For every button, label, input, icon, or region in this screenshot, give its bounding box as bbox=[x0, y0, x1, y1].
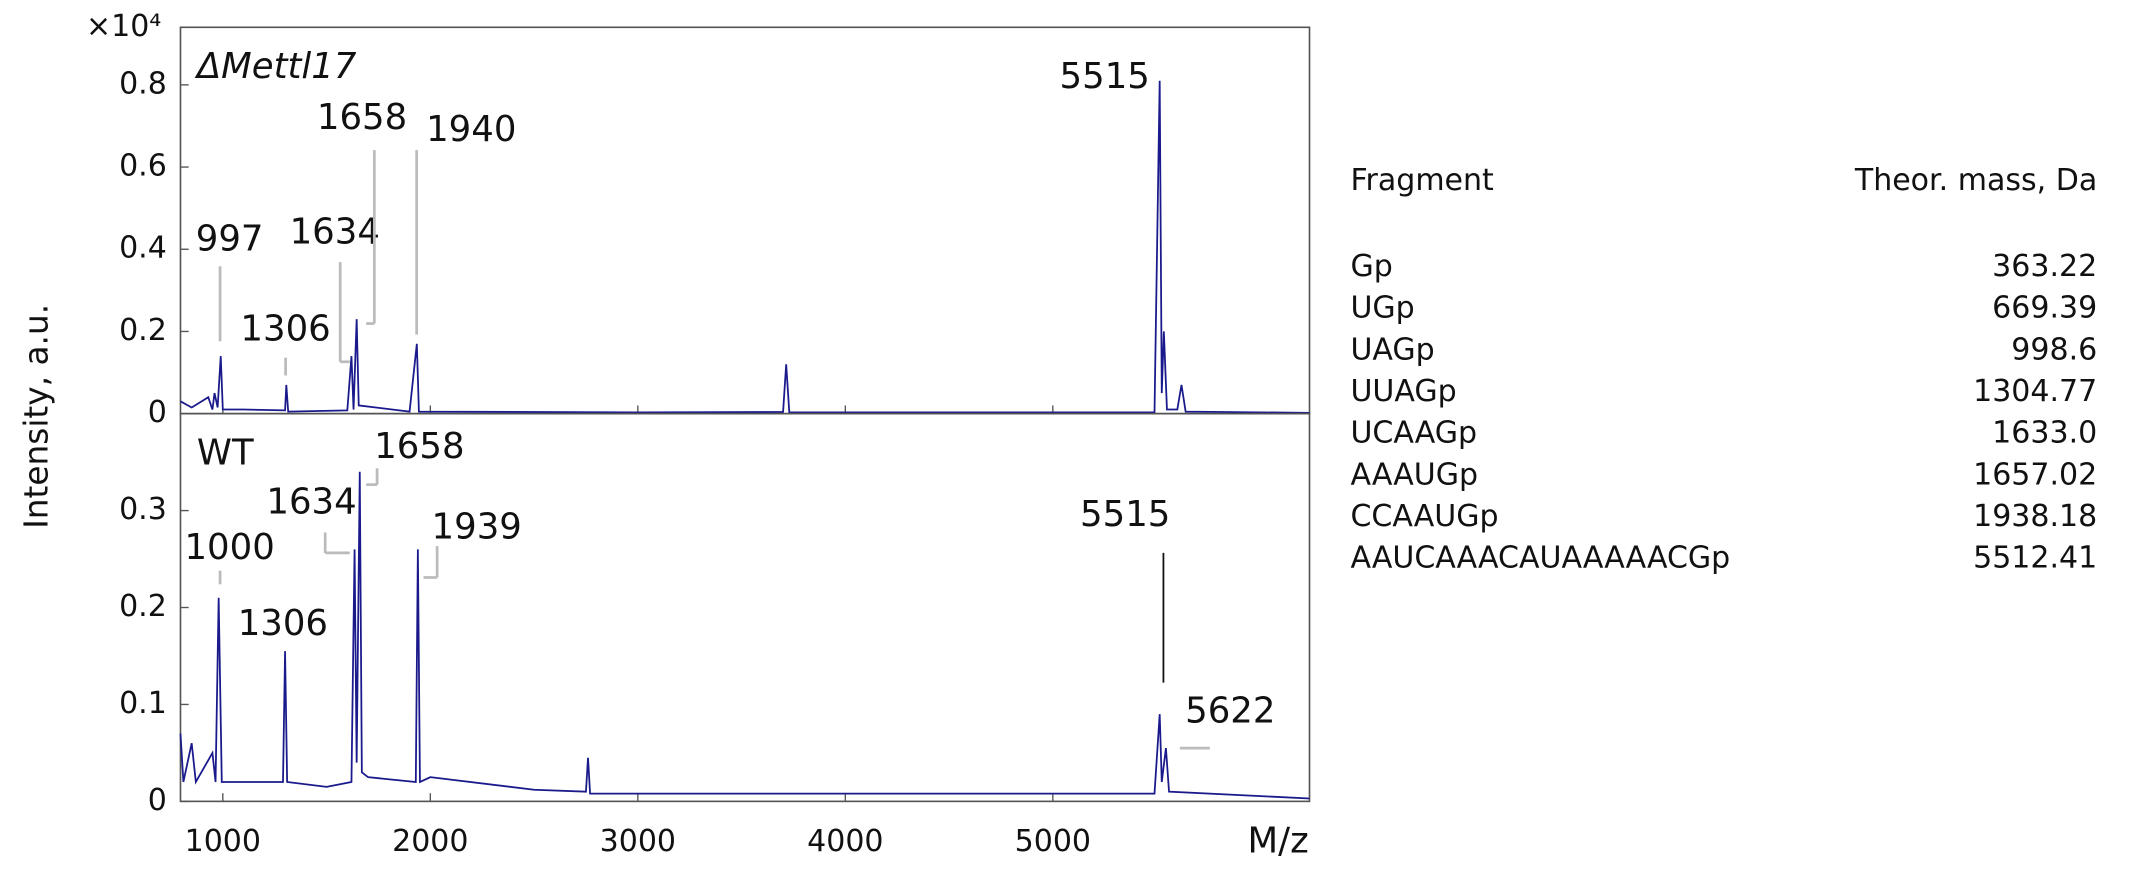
fragment-mass: 363.22 bbox=[1992, 249, 2097, 284]
y-tick-label: 0.3 bbox=[119, 492, 167, 527]
fragment-mass: 1633.0 bbox=[1992, 416, 2097, 451]
x-tick-label: 3000 bbox=[600, 824, 676, 859]
fragment-name: Gp bbox=[1350, 249, 1392, 284]
peak-label: 1306 bbox=[238, 603, 328, 644]
peak-label: 1658 bbox=[317, 97, 407, 138]
fragment-name: UCAAGp bbox=[1350, 416, 1477, 451]
panel-title: ΔMettl17 bbox=[194, 46, 357, 87]
fragment-mass: 669.39 bbox=[1992, 291, 2097, 326]
y-multiplier: ×10⁴ bbox=[86, 9, 161, 44]
x-tick-label: 4000 bbox=[807, 824, 883, 859]
y-tick-label: 0.6 bbox=[119, 149, 167, 184]
peak-label: 997 bbox=[196, 218, 264, 259]
table-header: Fragment bbox=[1350, 163, 1494, 198]
fragment-name: UUAGp bbox=[1350, 374, 1456, 409]
y-tick-label: 0.2 bbox=[119, 313, 167, 348]
fragment-mass: 1657.02 bbox=[1973, 457, 2097, 492]
peak-label: 1939 bbox=[432, 506, 522, 547]
fragment-mass: 1304.77 bbox=[1973, 374, 2097, 409]
x-tick-label: 5000 bbox=[1015, 824, 1091, 859]
peak-label: 5515 bbox=[1080, 494, 1170, 535]
y-tick-label: 0.2 bbox=[119, 589, 167, 624]
fragment-mass: 1938.18 bbox=[1973, 499, 2097, 534]
x-axis-label: M/z bbox=[1248, 820, 1309, 861]
x-tick-label: 1000 bbox=[185, 824, 261, 859]
peak-label: 1634 bbox=[266, 482, 356, 523]
y-tick-label: 0 bbox=[148, 395, 167, 430]
peak-label: 5515 bbox=[1060, 56, 1150, 97]
y-tick-label: 0.8 bbox=[119, 66, 167, 101]
panel-title: WT bbox=[197, 433, 254, 474]
fragment-mass: 998.6 bbox=[2011, 332, 2097, 367]
spectrum-line bbox=[180, 80, 1310, 414]
fragment-name: UAGp bbox=[1350, 332, 1434, 367]
y-axis-label: Intensity, a.u. bbox=[18, 304, 56, 529]
y-tick-label: 0.1 bbox=[119, 686, 167, 721]
spectrum-line bbox=[179, 471, 1310, 800]
fragment-name: AAUCAAACAUAAAAACGp bbox=[1350, 541, 1730, 576]
y-tick-label: 0 bbox=[148, 783, 167, 818]
peak-label: 5622 bbox=[1185, 691, 1275, 732]
fragment-name: CCAAUGp bbox=[1350, 499, 1498, 534]
peak-label: 1634 bbox=[290, 211, 380, 252]
peak-label: 1658 bbox=[374, 426, 464, 467]
x-tick-label: 2000 bbox=[392, 824, 468, 859]
table-header: Theor. mass, Da bbox=[1854, 163, 2097, 198]
fragment-name: AAAUGp bbox=[1350, 457, 1478, 492]
fragment-name: UGp bbox=[1350, 291, 1414, 326]
y-tick-label: 0.4 bbox=[119, 231, 167, 266]
peak-label: 1306 bbox=[240, 308, 330, 349]
peak-label: 1000 bbox=[184, 527, 274, 568]
peak-label: 1940 bbox=[426, 109, 516, 150]
fragment-mass: 5512.41 bbox=[1973, 541, 2097, 576]
